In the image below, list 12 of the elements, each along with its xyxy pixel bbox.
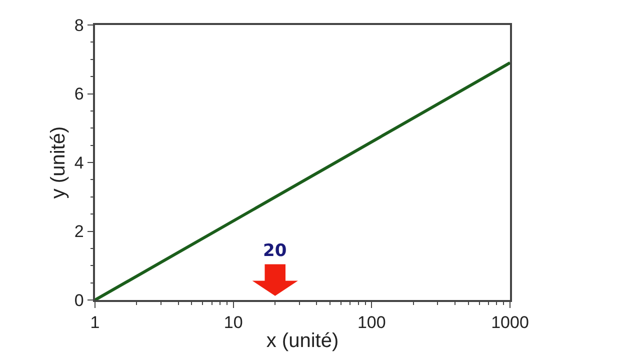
y-tick-label: 8 bbox=[74, 16, 84, 35]
annotation: 20 bbox=[263, 241, 287, 261]
y-tick-label: 2 bbox=[74, 222, 84, 242]
x-tick-label: 10 bbox=[224, 313, 243, 332]
x-tick-label: 1 bbox=[90, 313, 100, 332]
y-tick-label: 4 bbox=[74, 153, 84, 172]
x-tick-label: 100 bbox=[357, 313, 386, 332]
x-tick-label: 1000 bbox=[491, 313, 529, 332]
y-tick-label: 0 bbox=[74, 290, 84, 310]
y-axis-title: y (unité) bbox=[47, 126, 70, 199]
x-axis-title: x (unité) bbox=[266, 330, 339, 352]
y-tick-label: 6 bbox=[74, 84, 84, 104]
